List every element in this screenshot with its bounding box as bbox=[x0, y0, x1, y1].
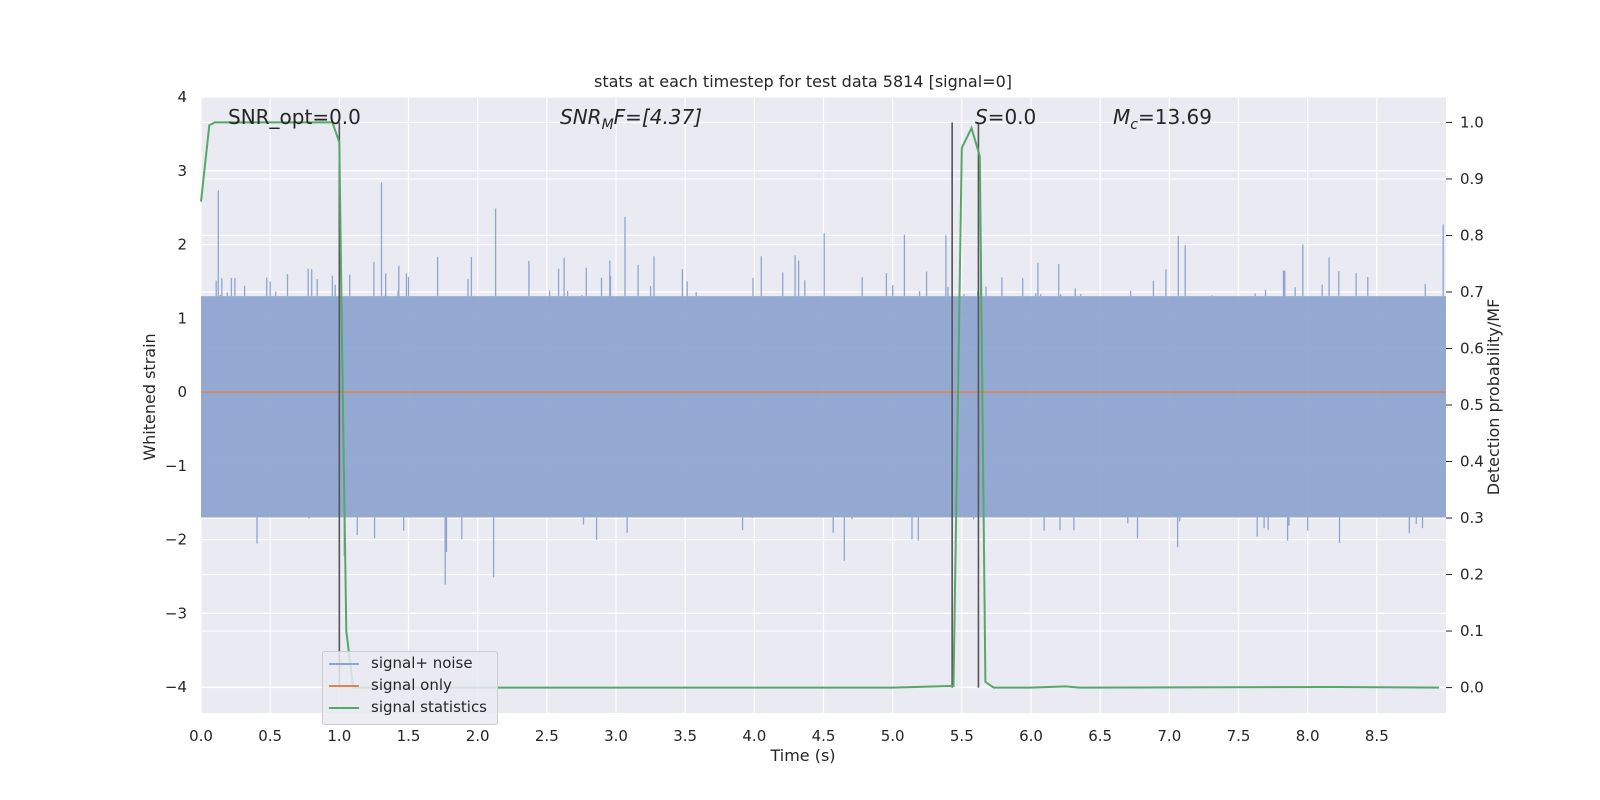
y-right-tick-label: 0.2 bbox=[1460, 566, 1484, 584]
signal-statistics-line bbox=[200, 121, 1440, 689]
legend-label-noise: signal+ noise bbox=[371, 654, 473, 672]
y-right-tick-label: 0.8 bbox=[1460, 226, 1484, 244]
y-left-tick-label: 3 bbox=[177, 162, 187, 180]
x-tick-label: 1.0 bbox=[327, 727, 351, 745]
x-tick-label: 0.0 bbox=[189, 727, 213, 745]
legend-swatch-statistics bbox=[329, 707, 359, 709]
y-axis-label-right: Detection probability/MF bbox=[1484, 299, 1503, 496]
chart-title: stats at each timestep for test data 581… bbox=[594, 72, 1012, 91]
legend-label-signal: signal only bbox=[371, 676, 452, 694]
x-tick-label: 4.5 bbox=[812, 727, 836, 745]
y-right-tick-label: 0.4 bbox=[1460, 453, 1484, 471]
y-left-tick-label: 0 bbox=[177, 383, 187, 401]
x-tick-label: 1.5 bbox=[397, 727, 421, 745]
mc-value: =13.69 bbox=[1138, 105, 1212, 129]
noise-series bbox=[201, 182, 1446, 585]
x-tick-label: 3.0 bbox=[604, 727, 628, 745]
legend-swatch-signal bbox=[329, 685, 359, 687]
y-axis-label-left: Whitened strain bbox=[140, 333, 159, 460]
line-series bbox=[200, 121, 1446, 689]
y-right-tick-label: 0.6 bbox=[1460, 339, 1484, 357]
annotation-mc: Mc=13.69 bbox=[1113, 105, 1212, 133]
x-tick-label: 4.0 bbox=[742, 727, 766, 745]
annotation-snr-opt: SNR_opt=0.0 bbox=[228, 105, 361, 129]
y-right-tick-label: 1.0 bbox=[1460, 113, 1484, 131]
x-tick-label: 8.5 bbox=[1365, 727, 1389, 745]
axis-ticks: 0.0 0.5 1.0 1.5 2.0 2.5 3.0 3.5 4.0 4.5 5.0 5.5 6.0 6… bbox=[165, 88, 1484, 745]
x-tick-label: 6.0 bbox=[1019, 727, 1043, 745]
x-tick-label: 5.5 bbox=[950, 727, 974, 745]
x-tick-label: 8.0 bbox=[1296, 727, 1320, 745]
legend-item-statistics: signal statistics bbox=[323, 696, 497, 718]
y-left-tick-label: −2 bbox=[165, 531, 187, 549]
x-axis-label: Time (s) bbox=[769, 746, 835, 765]
snr-mf-rest: F=[4.37] bbox=[614, 105, 702, 129]
annotation-s: S=0.0 bbox=[975, 105, 1036, 129]
y-right-tick-label: 0.3 bbox=[1460, 509, 1484, 527]
noise-band bbox=[201, 296, 1446, 518]
snr-mf-subscript: M bbox=[602, 117, 614, 133]
legend-label-statistics: signal statistics bbox=[371, 698, 488, 716]
x-tick-label: 2.0 bbox=[466, 727, 490, 745]
mc-base: M bbox=[1113, 105, 1130, 129]
y-right-tick-label: 0.9 bbox=[1460, 170, 1484, 188]
y-right-tick-label: 0.1 bbox=[1460, 622, 1484, 640]
y-left-tick-label: −1 bbox=[165, 457, 187, 475]
chart-legend: signal+ noise signal only signal statist… bbox=[322, 651, 498, 725]
legend-item-signal: signal only bbox=[323, 674, 497, 696]
annotation-snr-mf: SNRMF=[4.37] bbox=[560, 105, 702, 133]
y-left-tick-label: 2 bbox=[177, 236, 187, 254]
s-value: =0.0 bbox=[988, 105, 1037, 129]
y-left-tick-label: −3 bbox=[165, 604, 187, 622]
y-left-tick-label: 1 bbox=[177, 309, 187, 327]
mc-subscript: c bbox=[1130, 117, 1138, 133]
x-tick-label: 7.0 bbox=[1157, 727, 1181, 745]
y-right-tick-label: 0.7 bbox=[1460, 283, 1484, 301]
x-tick-label: 5.0 bbox=[881, 727, 905, 745]
noise-spikes bbox=[215, 182, 1444, 585]
x-tick-label: 0.5 bbox=[258, 727, 282, 745]
y-left-tick-label: −4 bbox=[165, 678, 187, 696]
y-right-tick-label: 0.0 bbox=[1460, 679, 1484, 697]
x-tick-label: 7.5 bbox=[1227, 727, 1251, 745]
legend-swatch-noise bbox=[329, 663, 359, 665]
x-tick-label: 3.5 bbox=[673, 727, 697, 745]
y-left-tick-label: 4 bbox=[177, 88, 187, 106]
y-right-tick-label: 0.5 bbox=[1460, 396, 1484, 414]
snr-mf-base: SNR bbox=[560, 105, 602, 129]
legend-item-noise: signal+ noise bbox=[323, 652, 497, 674]
x-tick-label: 6.5 bbox=[1088, 727, 1112, 745]
x-tick-label: 2.5 bbox=[535, 727, 559, 745]
s-variable: S bbox=[975, 105, 988, 129]
